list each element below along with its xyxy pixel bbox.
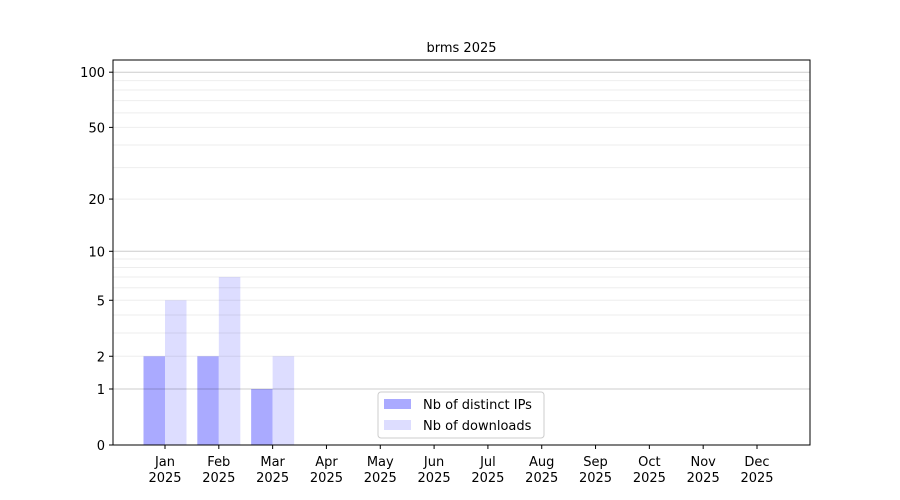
x-tick-label: Sep 2025 <box>579 455 612 486</box>
y-tick-label: 10 <box>88 245 105 260</box>
legend-label: Nb of distinct IPs <box>423 398 532 413</box>
x-tick-label-line: Feb <box>207 455 230 470</box>
x-tick-label-line: May <box>367 455 394 470</box>
x-tick-label-line: 2025 <box>202 471 235 486</box>
x-tick-label-line: 2025 <box>364 471 397 486</box>
x-tick-label-line: Sep <box>583 455 608 470</box>
x-tick-label-line: 2025 <box>740 471 773 486</box>
x-tick-label-line: 2025 <box>687 471 720 486</box>
x-tick-label: Aug 2025 <box>525 455 558 486</box>
x-tick-label-line: Nov <box>690 455 716 470</box>
legend: Nb of distinct IPs Nb of downloads <box>377 391 545 439</box>
bar-ips <box>197 356 219 445</box>
y-tick-label: 20 <box>88 193 105 208</box>
bar-downloads <box>218 277 241 445</box>
legend-swatch <box>384 420 411 430</box>
x-tick-label: Jan 2025 <box>148 455 181 486</box>
x-tick-label-line: 2025 <box>418 471 451 486</box>
bar-ips <box>143 356 165 445</box>
bar-ips <box>251 389 273 445</box>
legend-box <box>377 391 545 439</box>
y-tick-label: 0 <box>97 439 105 454</box>
plot-frame <box>112 59 811 446</box>
x-tick-label-line: 2025 <box>579 471 612 486</box>
y-tick-label: 5 <box>97 294 105 309</box>
x-tick-label-line: Dec <box>744 455 769 470</box>
x-tick-label-line: Jan <box>154 455 175 470</box>
x-tick-label: Feb 2025 <box>202 455 235 486</box>
x-tick-label-line: 2025 <box>310 471 343 486</box>
legend-label: Nb of downloads <box>423 419 532 434</box>
y-tick-label: 50 <box>88 121 105 136</box>
x-tick-label: Jul 2025 <box>471 455 504 486</box>
legend-swatch <box>384 399 411 409</box>
x-tick-label-line: Mar <box>260 455 285 470</box>
x-tick-label: Mar 2025 <box>256 455 289 486</box>
x-tick-label: Nov 2025 <box>687 455 720 486</box>
y-tick-label: 2 <box>97 350 105 365</box>
x-tick-label-line: 2025 <box>525 471 558 486</box>
y-tick-label: 100 <box>80 66 105 81</box>
x-tick-label: Apr 2025 <box>310 455 343 486</box>
y-tick-label: 1 <box>97 383 105 398</box>
x-tick-label-line: 2025 <box>148 471 181 486</box>
x-tick-label: Dec 2025 <box>740 455 773 486</box>
x-tick-label: Jun 2025 <box>418 455 451 486</box>
x-tick-label-line: 2025 <box>633 471 666 486</box>
x-tick-label: May 2025 <box>364 455 397 486</box>
x-tick-label: Oct 2025 <box>633 455 666 486</box>
x-tick-label-line: 2025 <box>256 471 289 486</box>
x-tick-label-line: 2025 <box>471 471 504 486</box>
x-tick-label-line: Jun <box>423 455 444 470</box>
bar-downloads <box>165 300 187 445</box>
x-tick-label-line: Aug <box>529 455 554 470</box>
x-tick-label-line: Apr <box>315 455 338 470</box>
chart-title: brms 2025 <box>426 41 496 56</box>
x-tick-label-line: Oct <box>638 455 660 470</box>
bar-downloads <box>272 356 295 445</box>
x-tick-label-line: Jul <box>479 455 496 470</box>
